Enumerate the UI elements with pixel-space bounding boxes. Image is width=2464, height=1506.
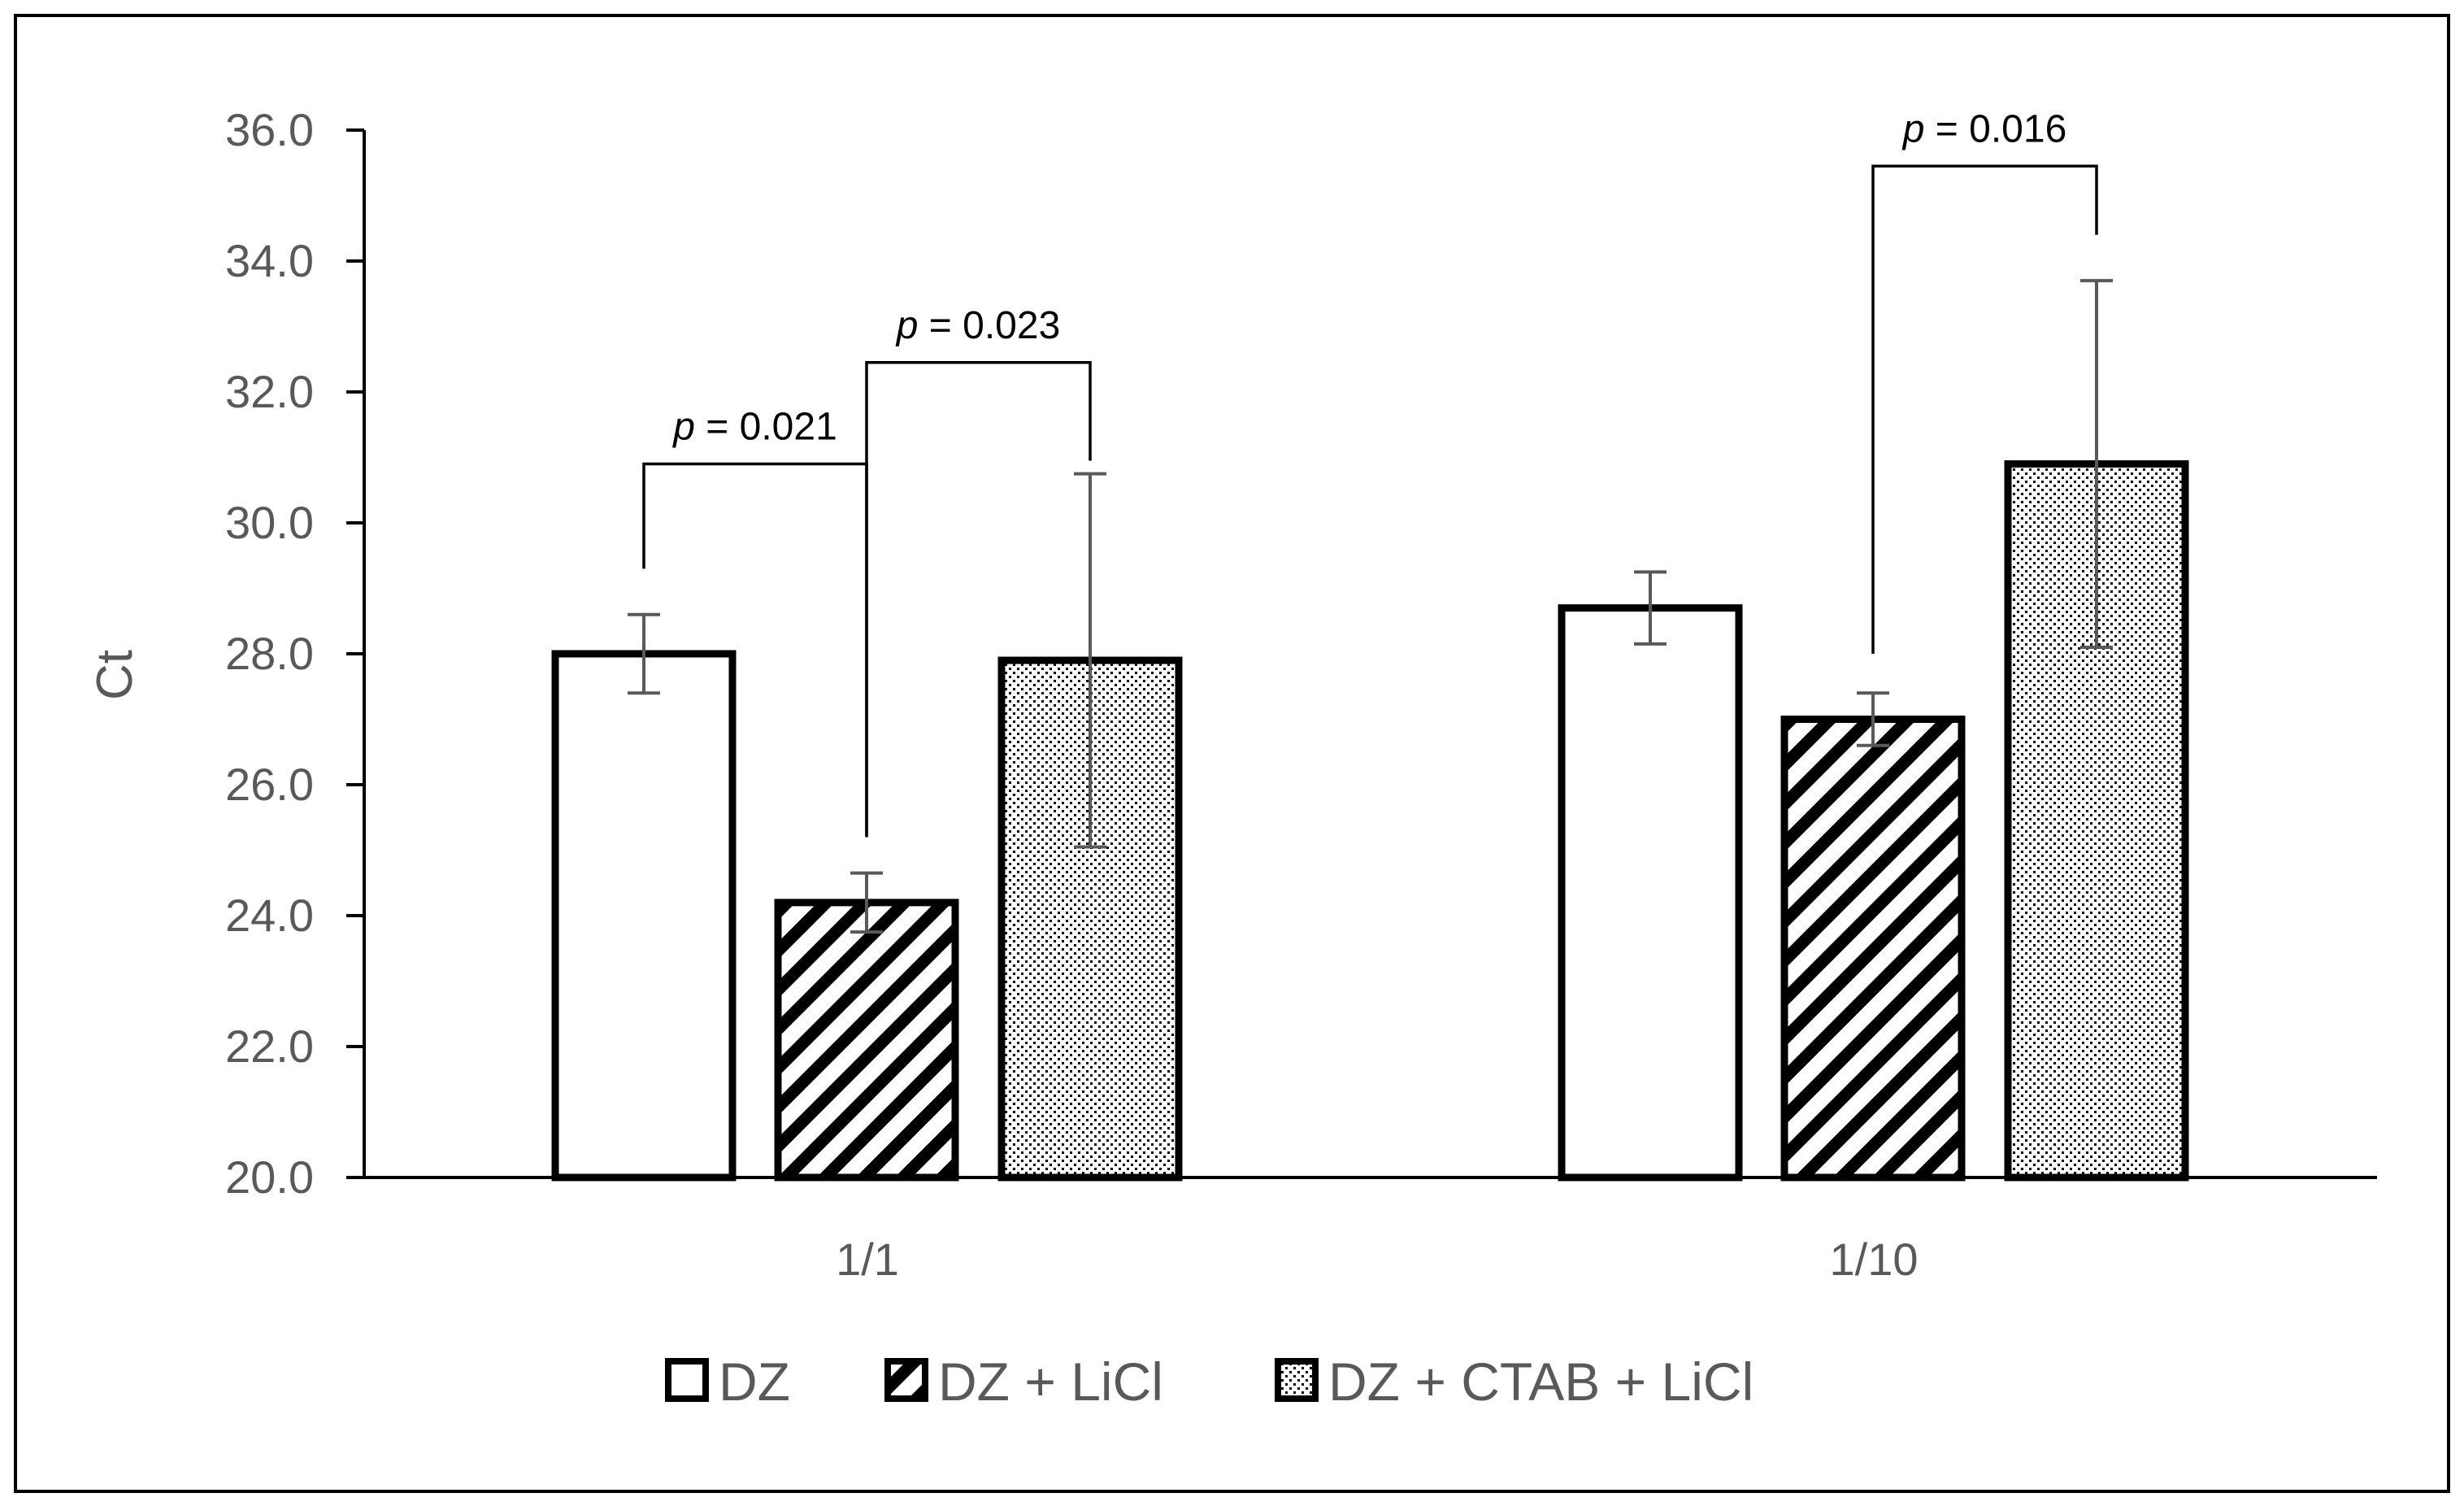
y-tick-label: 30.0: [225, 497, 314, 548]
p-value: = 0.021: [695, 406, 837, 449]
p-symbol: p: [671, 406, 695, 449]
p-value: = 0.016: [1924, 107, 2066, 150]
plot-area: 20.0 22.0 24.0 26.0 28.0 30.0 32.0 34.0 36.0 1/1 1…: [225, 104, 2377, 1285]
x-category-label: 1/1: [836, 1234, 899, 1285]
legend-entry: DZ: [719, 1351, 790, 1412]
legend-swatch: [665, 1358, 709, 1402]
y-axis-label: Ct: [87, 650, 143, 700]
significance-bracket: [1871, 164, 2098, 654]
p-value-label: p = 0.023: [895, 304, 1061, 347]
y-tick-label: 22.0: [225, 1021, 314, 1072]
bar: [1558, 604, 1743, 1182]
x-category-label: 1/10: [1830, 1234, 1919, 1285]
p-value-label: p = 0.016: [1901, 107, 2067, 150]
legend-entry: DZ + CTAB + LiCl: [1328, 1351, 1753, 1412]
y-tick-label: 24.0: [225, 890, 314, 941]
bar: [774, 899, 959, 1182]
p-value-label: p = 0.021: [671, 406, 837, 449]
bar: [551, 650, 737, 1182]
p-value: = 0.023: [918, 304, 1060, 347]
y-tick-label: 26.0: [225, 759, 314, 810]
p-symbol: p: [895, 304, 919, 347]
y-tick-label: 34.0: [225, 235, 314, 286]
y-tick-label: 36.0: [225, 104, 314, 155]
bar: [1780, 716, 1966, 1182]
p-symbol: p: [1901, 107, 1925, 150]
y-tick-label: 28.0: [225, 628, 314, 679]
legend: DZ DZ + LiCl DZ + CTAB + LiCl: [665, 1351, 1753, 1412]
legend-entry: DZ + LiCl: [938, 1351, 1163, 1412]
y-tick-label: 20.0: [225, 1151, 314, 1203]
significance-bracket: [865, 361, 1092, 838]
legend-swatch: [884, 1358, 928, 1402]
y-tick-label: 32.0: [225, 366, 314, 417]
legend-swatch: [1275, 1358, 1319, 1402]
